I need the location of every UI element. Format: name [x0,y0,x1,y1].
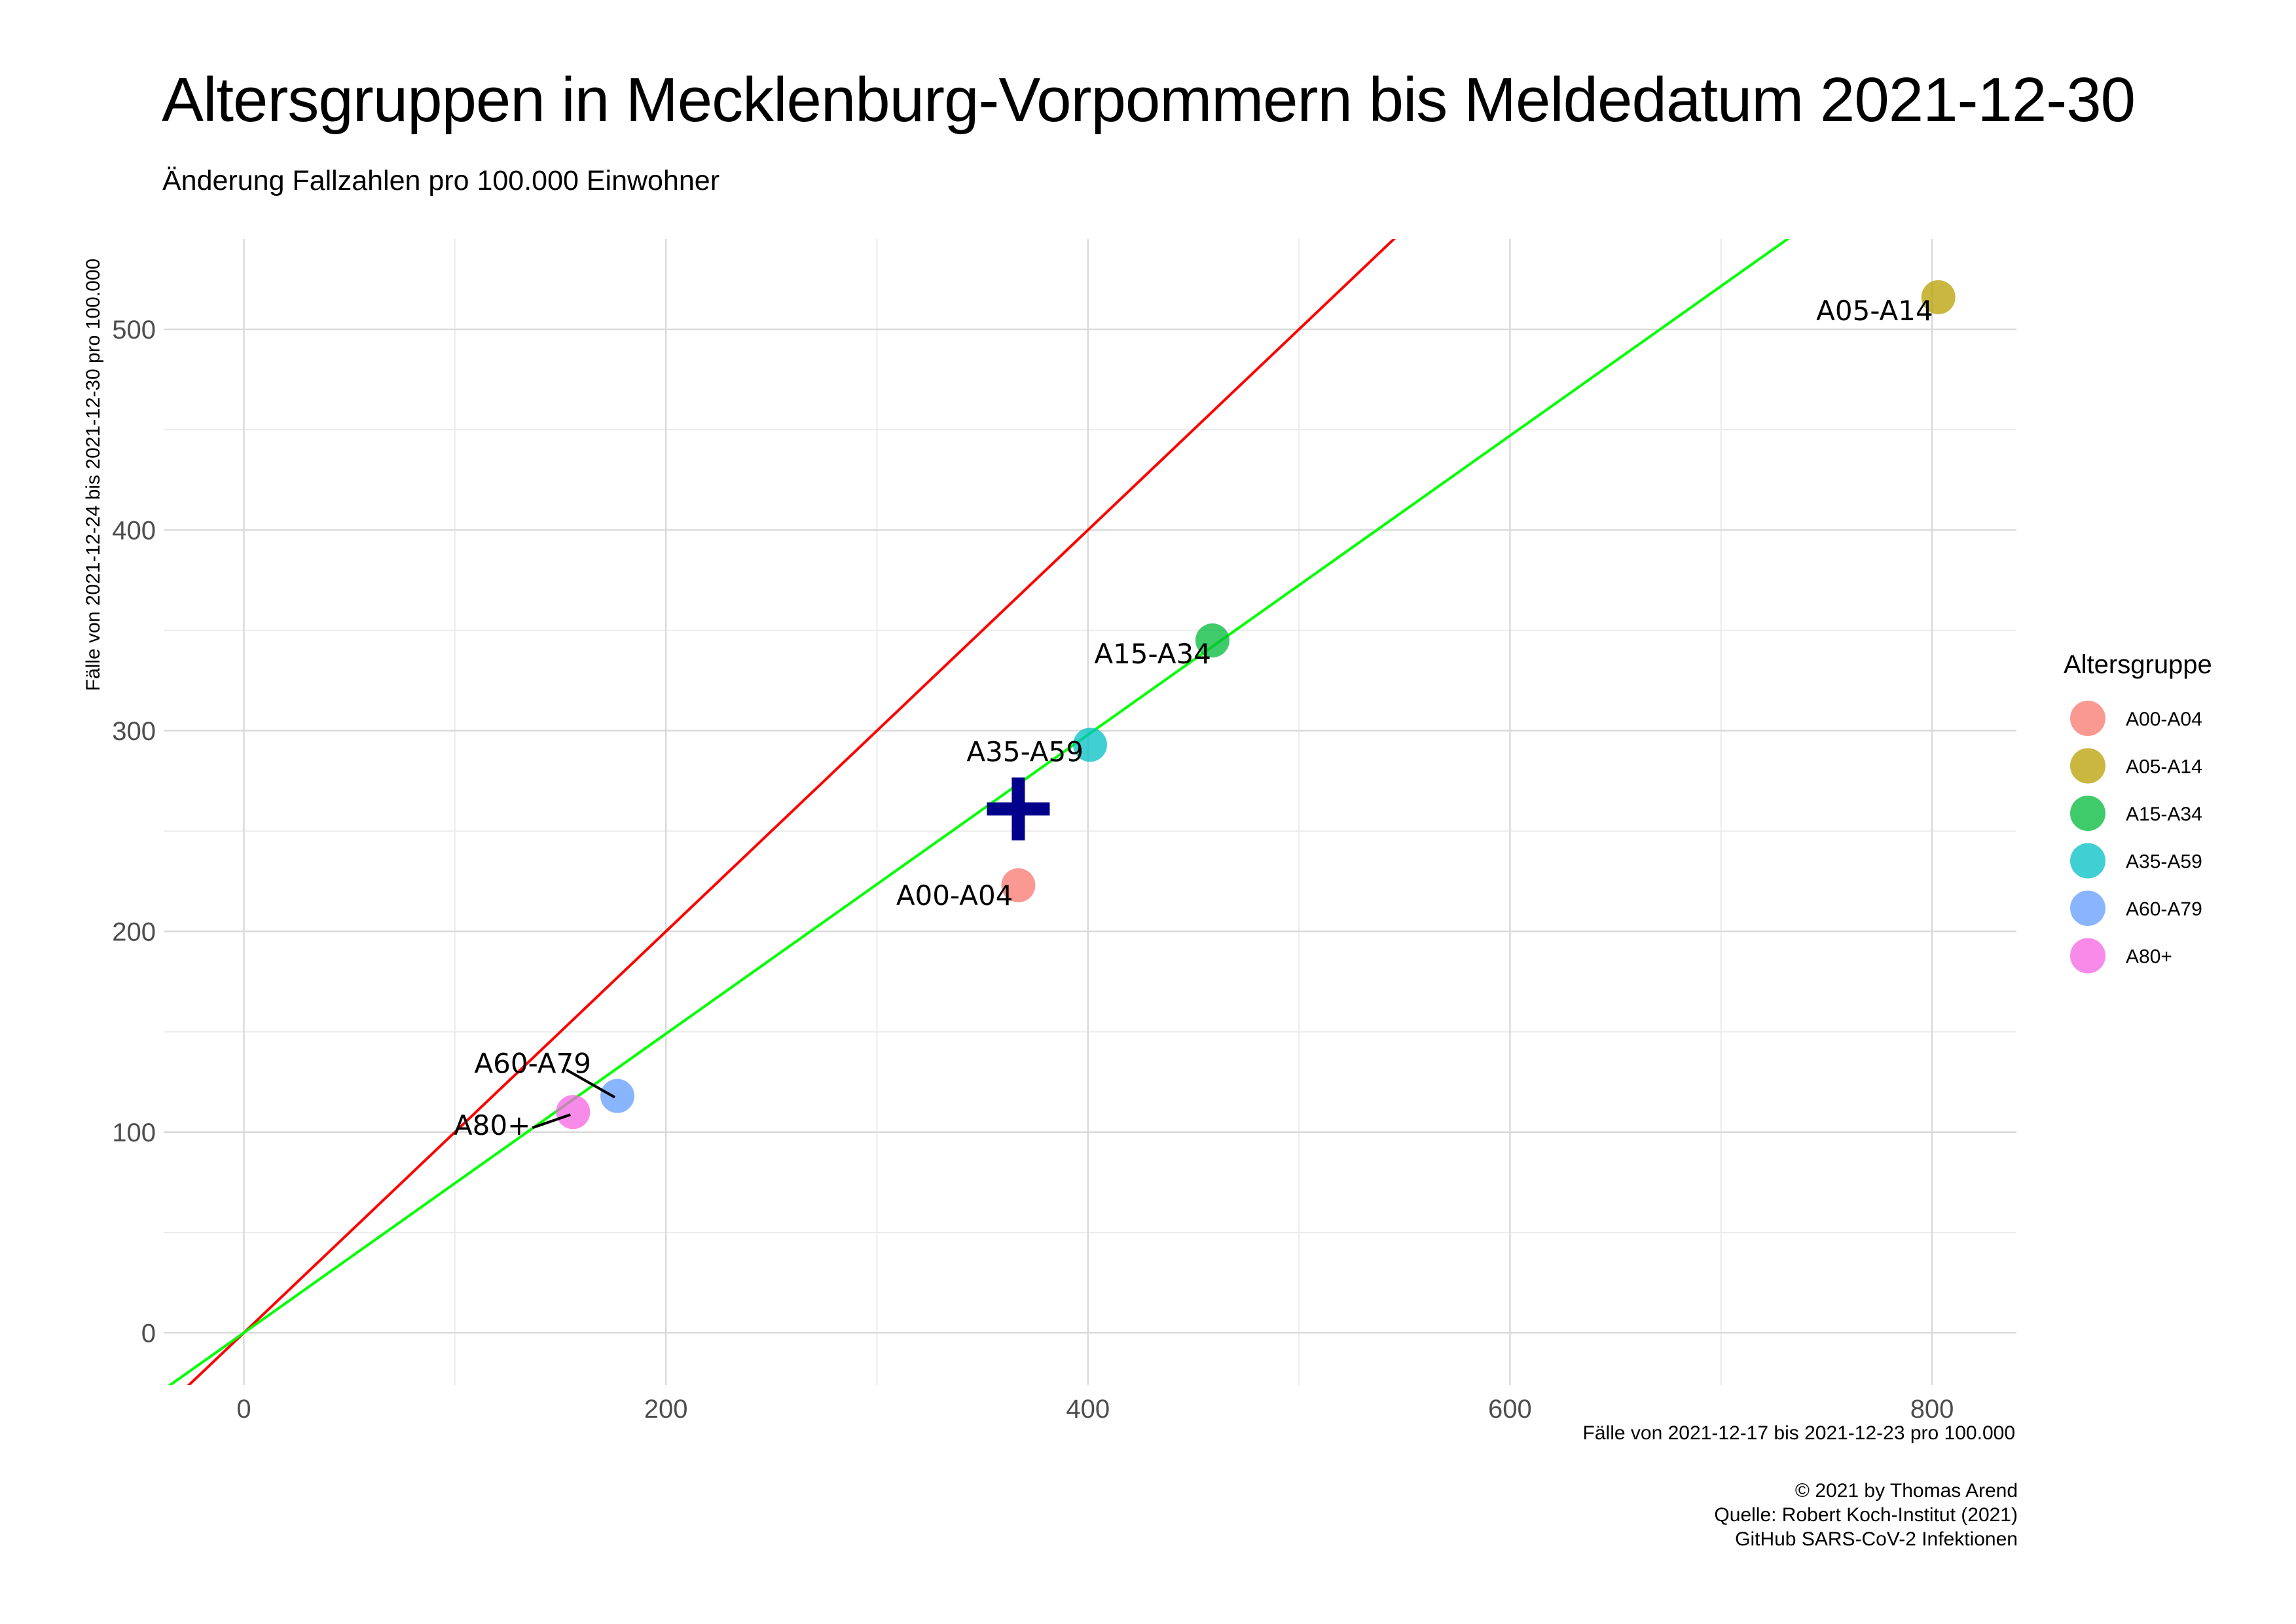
legend-key-a80plus [2070,938,2105,974]
grid-minor [164,239,2016,1385]
legend-key-a05-a14 [2070,748,2105,784]
legend-label-a35-a59: A35-A59 [2126,851,2202,873]
x-axis-title: Fälle von 2021-12-17 bis 2021-12-23 pro … [1583,1422,2015,1444]
y-tick-label: 400 [112,516,156,545]
x-axis-ticks: 0 200 400 600 800 [236,1395,1954,1424]
legend-label-a60-a79: A60-A79 [2126,898,2202,920]
point-a60-a79 [600,1079,634,1113]
point-label-a35-a59: A35-A59 [966,735,1084,767]
point-a00-a04 [1001,868,1036,902]
y-tick-label: 200 [112,917,156,946]
legend-key-a15-a34 [2070,796,2105,831]
caption-repository: GitHub SARS-CoV-2 Infektionen [1735,1528,2018,1550]
y-tick-label: 0 [141,1319,156,1348]
point-a05-a14 [1921,280,1956,314]
point-a35-a59 [1073,728,1107,762]
x-tick-label: 0 [236,1395,251,1424]
point-label-a05-a14: A05-A14 [1816,295,1933,327]
legend-label-a80plus: A80+ [2126,946,2172,968]
chart-subtitle: Änderung Fallzahlen pro 100.000 Einwohne… [162,165,720,196]
mean-marker [987,777,1050,841]
point-label-a15-a34: A15-A34 [1094,638,1211,670]
legend-label-a00-a04: A00-A04 [2126,709,2202,730]
point-a15-a34 [1195,623,1230,657]
x-tick-label: 800 [1910,1395,1954,1424]
caption: © 2021 by Thomas Arend Quelle: Robert Ko… [1714,1479,2018,1551]
legend-key-a35-a59 [2070,843,2105,879]
x-tick-label: 200 [644,1395,688,1424]
point-label-a80plus: A80+ [454,1109,530,1141]
chart-title: Altersgruppen in Mecklenburg-Vorpommern … [162,65,2136,135]
grid-major [164,239,2016,1385]
y-tick-label: 500 [112,316,156,344]
legend-key-a00-a04 [2070,701,2105,736]
legend-key-a60-a79 [2070,891,2105,926]
legend-label-a05-a14: A05-A14 [2126,756,2202,778]
point-label-a00-a04: A00-A04 [896,879,1013,912]
leader-a60-a79 [566,1068,615,1099]
legend-label-a15-a34: A15-A34 [2126,803,2202,825]
legend-title: Altersgruppe [2064,650,2212,679]
caption-copyright: © 2021 by Thomas Arend [1795,1480,2018,1502]
point-a80plus [556,1095,591,1130]
y-axis-title: Fälle von 2021-12-24 bis 2021-12-30 pro … [82,259,104,691]
legend: Altersgruppe A00-A04 A05-A14 A15-A34 A35-A5… [2064,650,2212,974]
y-tick-label: 300 [112,717,156,746]
point-labels: A00-A04 A05-A14 A15-A34 A35-A59 A60-A79 A80+ [454,295,1933,1141]
y-axis-ticks: 0 100 200 300 400 500 [112,316,156,1348]
x-tick-label: 400 [1066,1395,1110,1424]
y-tick-label: 100 [112,1118,156,1147]
data-points [556,280,1956,1130]
x-tick-label: 600 [1488,1395,1532,1424]
reference-line-1 [187,239,1396,1385]
label-leader-lines [532,1068,615,1130]
caption-source: Quelle: Robert Koch-Institut (2021) [1714,1504,2018,1526]
leader-a80plus [532,1113,571,1130]
reference-lines [168,239,1790,1385]
point-label-a60-a79: A60-A79 [474,1048,591,1080]
